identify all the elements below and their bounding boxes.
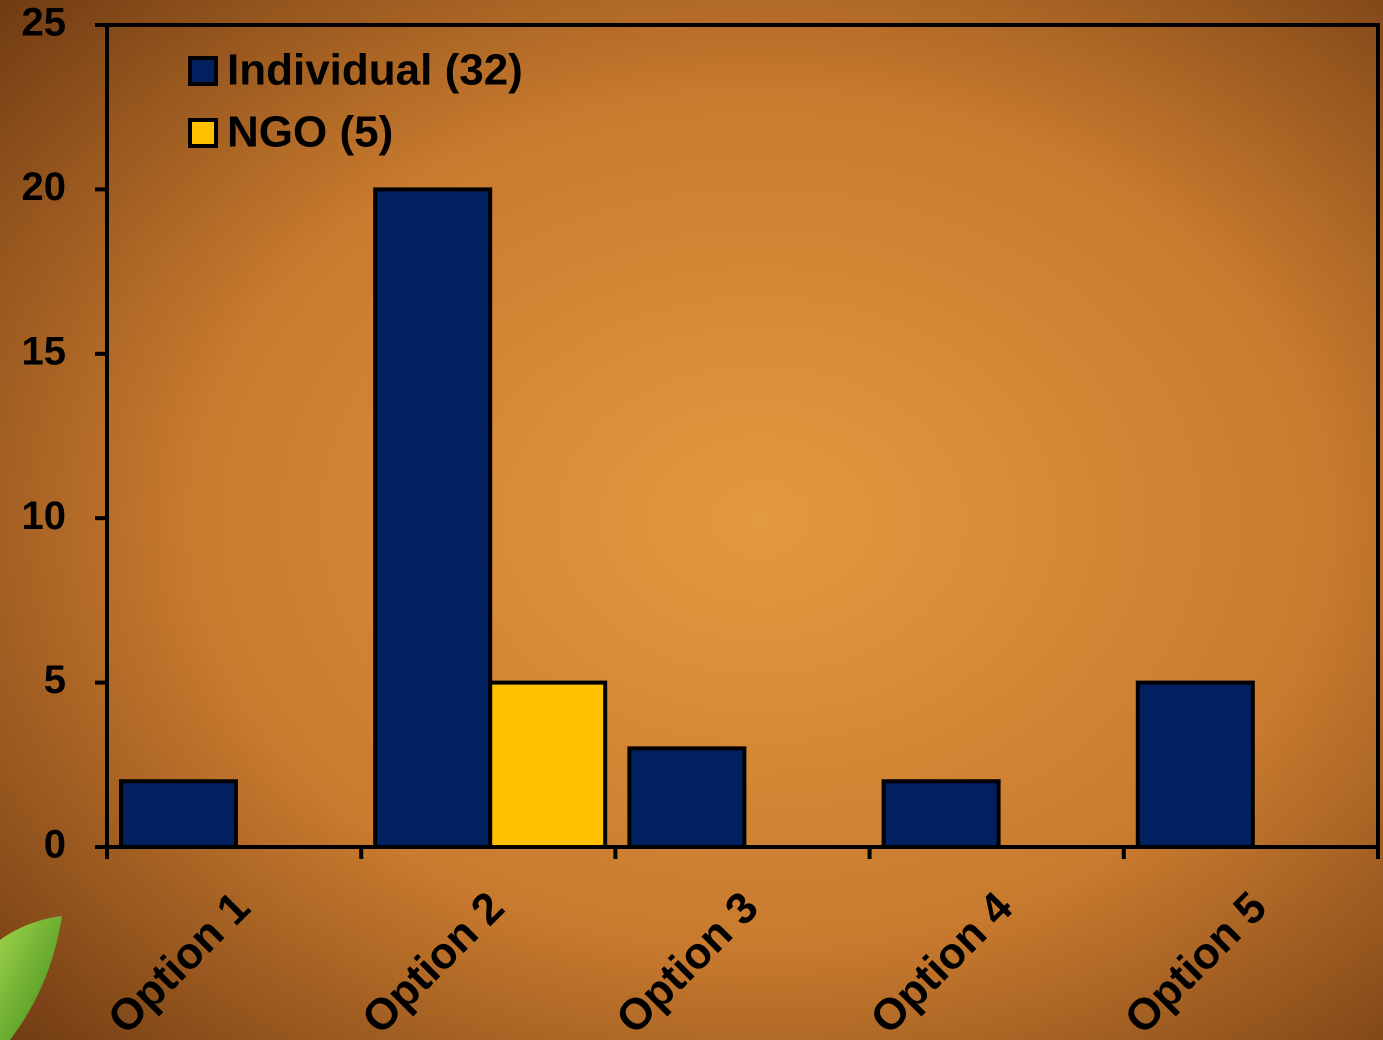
y-tick-label: 0 [44, 823, 66, 867]
y-tick-label: 25 [22, 1, 67, 45]
legend-swatch [190, 58, 216, 84]
bar [629, 748, 744, 847]
bar [1138, 683, 1253, 847]
bar [490, 683, 605, 847]
bar [884, 781, 999, 847]
y-tick-label: 20 [22, 165, 67, 209]
bar [375, 189, 490, 847]
y-tick-label: 10 [22, 494, 67, 538]
legend-label: Individual (32) [227, 46, 523, 95]
background [0, 0, 1383, 1040]
legend-swatch [190, 120, 216, 146]
bar [121, 781, 236, 847]
y-tick-label: 5 [44, 658, 66, 702]
chart: 0510152025Option 1Option 2Option 3Option… [0, 0, 1383, 1040]
legend-label: NGO (5) [227, 108, 393, 157]
y-tick-label: 15 [22, 329, 67, 373]
